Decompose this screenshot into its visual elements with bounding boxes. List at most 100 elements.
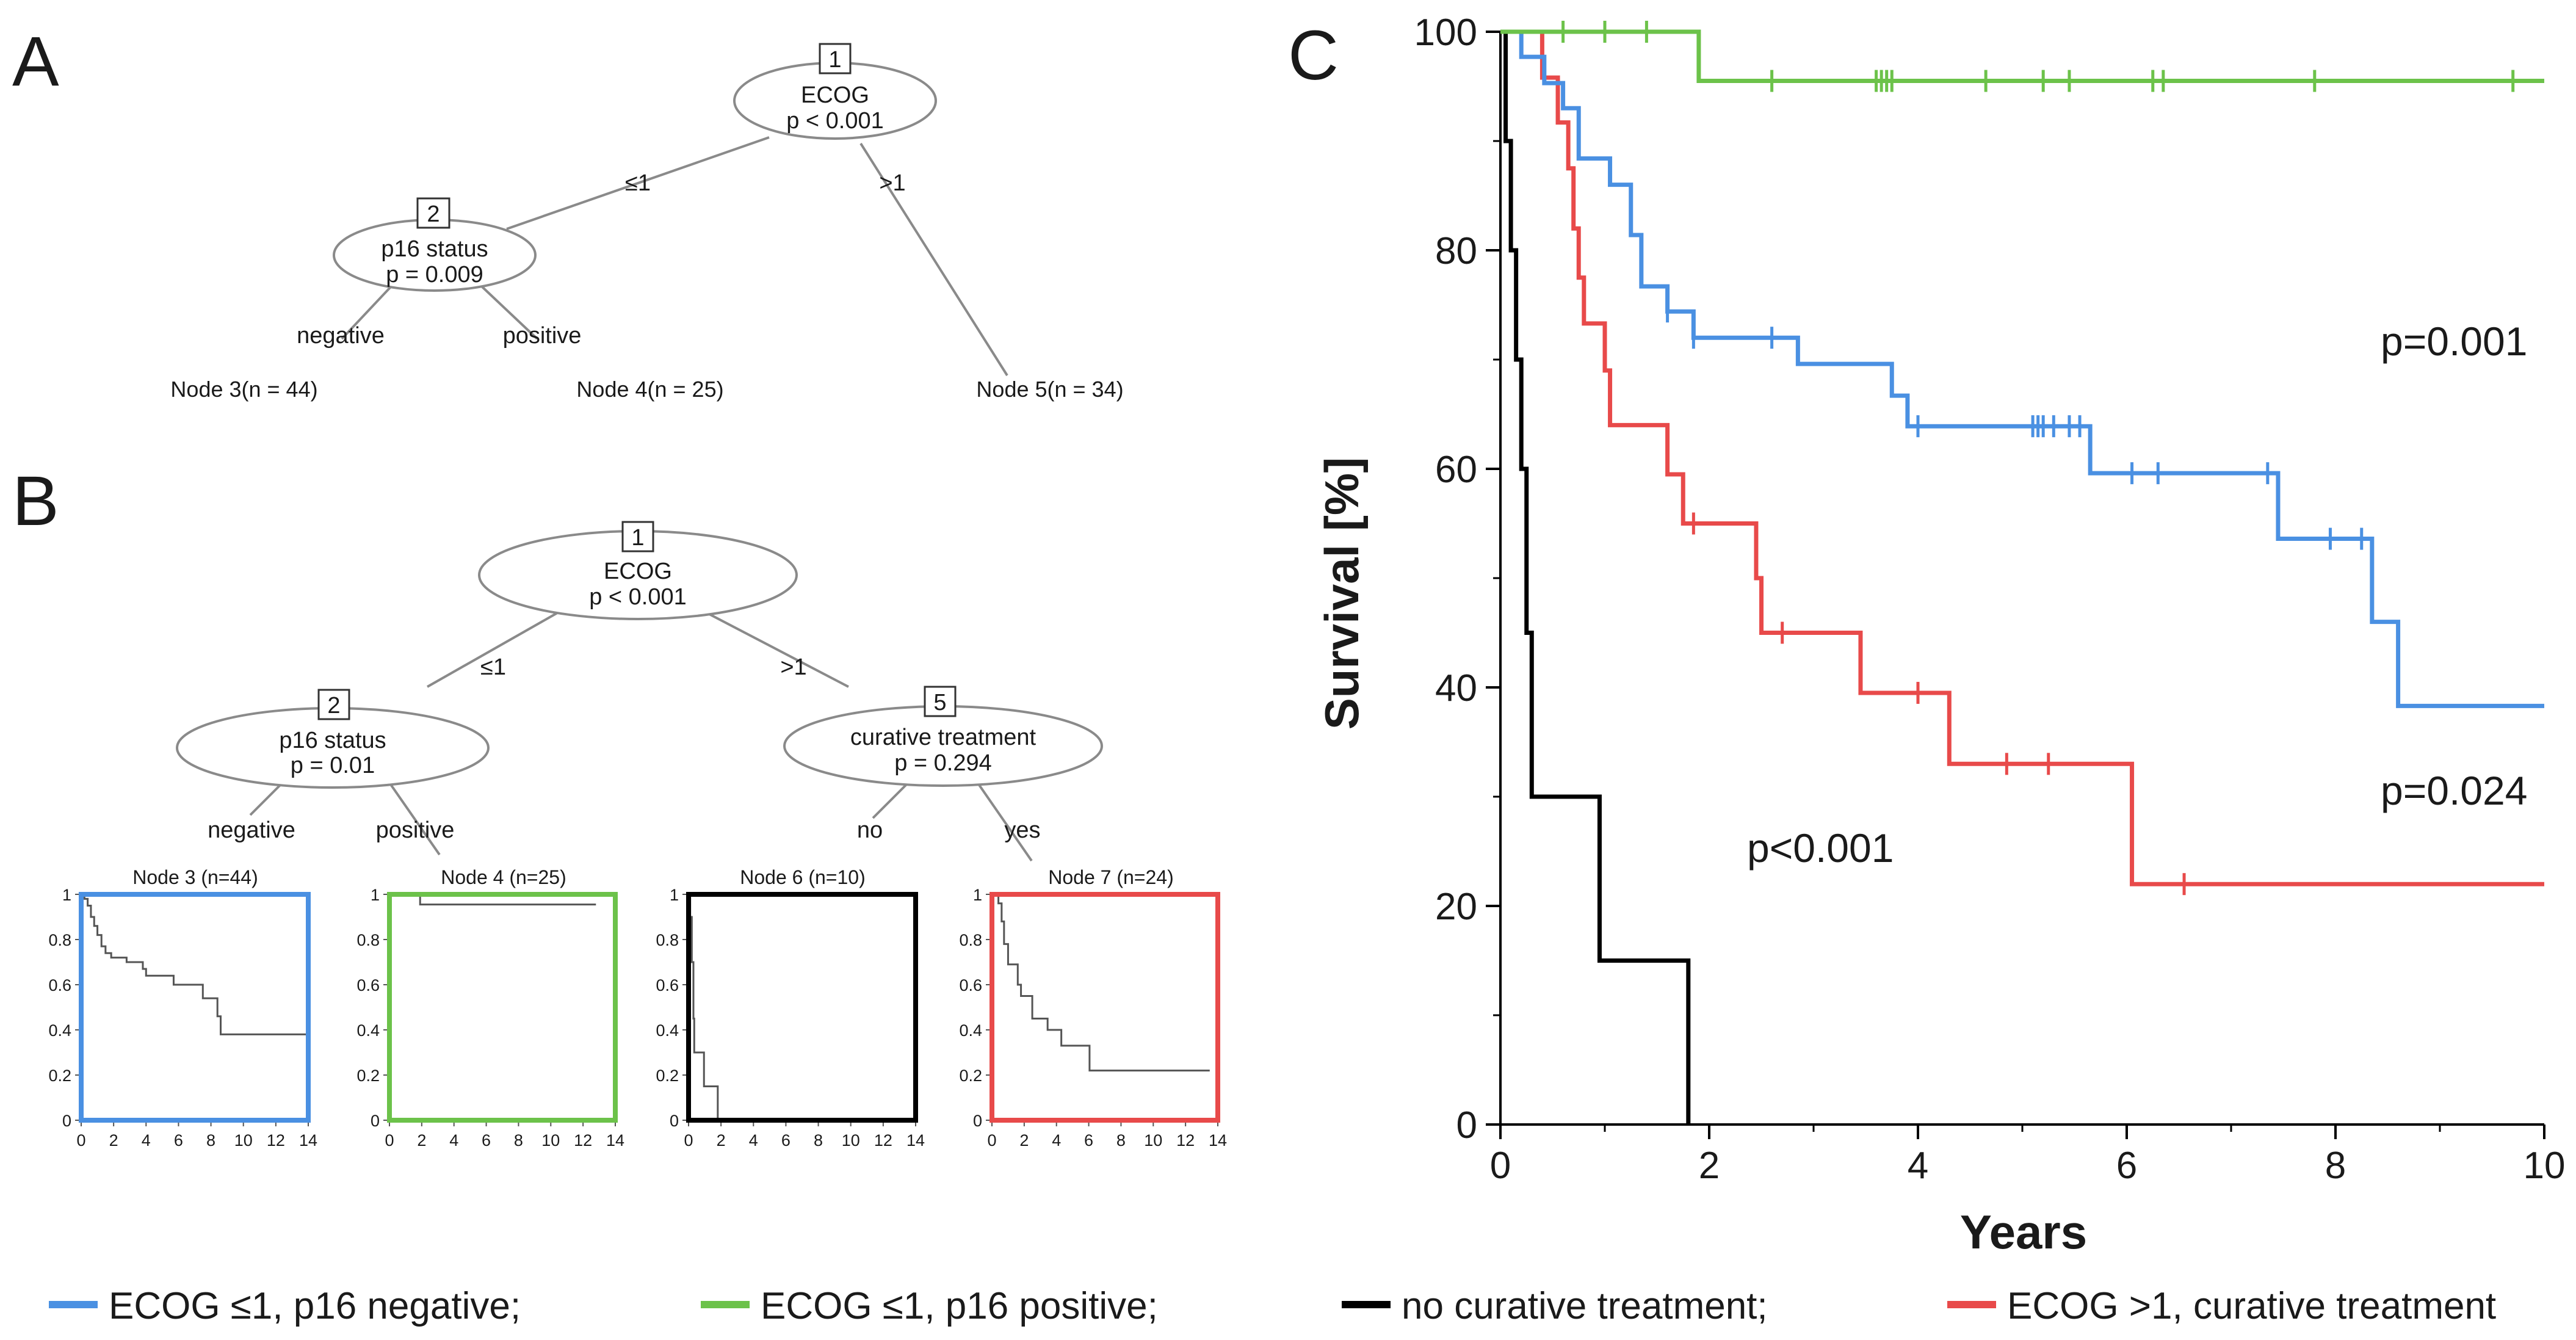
mini-x-tick-label: 12 — [267, 1131, 285, 1150]
x-tick-label: 4 — [1908, 1145, 1928, 1187]
mini-frame-node-7 — [990, 892, 1220, 1123]
mini-x-tick-label: 4 — [449, 1131, 458, 1150]
tree-a-node-1-label: ECOG — [801, 82, 869, 108]
tree-b-edge-positive — [389, 783, 441, 856]
mini-x-tick-label: 4 — [1052, 1131, 1061, 1150]
tree-a-leaf-5: Node 5(n = 34) — [976, 377, 1123, 402]
tree-b-node-1-label: ECOG — [604, 559, 672, 584]
mini-y-tick-label: 0 — [670, 1112, 679, 1130]
chart-axes: 0 20 40 60 80 100 0 2 4 6 8 10 — [1414, 12, 2566, 1187]
tree-b-node-1-box — [621, 521, 654, 552]
mini-y-tick-label: 0.8 — [656, 931, 679, 949]
tree-a-node-1-num: 1 — [828, 47, 841, 73]
mini-x-tick-label: 6 — [482, 1131, 491, 1150]
mini-x-tick-label: 2 — [109, 1131, 118, 1150]
y-tick-label: 0 — [1456, 1104, 1477, 1146]
tree-b-leaf-7: Node 7 (n=24) — [1048, 866, 1173, 888]
mini-x-tick-label: 4 — [749, 1131, 758, 1150]
mini-x-tick-label: 14 — [606, 1131, 624, 1150]
tree-a-edge-left — [506, 136, 770, 230]
mini-x-tick-label: 6 — [174, 1131, 183, 1150]
mini-y-tick-label: 0.4 — [959, 1021, 982, 1040]
series-line-green — [1500, 29, 2544, 84]
mini-x-tick-label: 2 — [417, 1131, 426, 1150]
tree-b-edge-yes — [975, 780, 1033, 862]
x-tick-label: 2 — [1699, 1145, 1720, 1187]
y-tick-label: 40 — [1435, 667, 1477, 709]
mini-x-tick-label: 8 — [206, 1131, 215, 1150]
mini-y-tick-label: 0.2 — [959, 1067, 982, 1085]
tree-a-edge-left-label: ≤1 — [625, 170, 651, 196]
mini-y-tick-label: 0.8 — [959, 931, 982, 949]
x-tick-label: 8 — [2325, 1145, 2346, 1187]
mini-y-tick-label: 0.6 — [356, 976, 380, 994]
mini-x-tick-label: 2 — [717, 1131, 726, 1150]
mini-x-tick-label: 10 — [1144, 1131, 1162, 1150]
tree-a-leaf-4: Node 4(n = 25) — [576, 377, 723, 402]
legend: ECOG ≤1, p16 negative; ECOG ≤1, p16 posi… — [49, 1285, 2496, 1327]
mini-y-tick-label: 0.2 — [356, 1067, 380, 1085]
panel-b: B 1 ECOG p < 0.001 2 p16 status p = 0.01… — [12, 462, 1227, 1150]
mini-frame-node-6 — [686, 892, 918, 1123]
tree-b-edge-right-label: >1 — [780, 654, 806, 680]
mini-x-tick-label: 8 — [514, 1131, 523, 1150]
tree-a-leaf-3: Node 3(n = 44) — [170, 377, 317, 402]
tree-b-edge-negative — [249, 783, 282, 816]
mini-y-tick-label: 0.8 — [356, 931, 380, 949]
mini-frame-node-3 — [79, 892, 311, 1123]
mini-curve-node-7 — [992, 893, 1210, 1072]
tree-b-node-5-p: p = 0.294 — [894, 750, 992, 776]
tree-b-edge-negative-label: negative — [208, 817, 295, 843]
mini-y-tick-label: 0.6 — [48, 976, 71, 994]
mini-y-tick-label: 0 — [62, 1112, 71, 1130]
mini-y-tick-label: 1 — [670, 886, 679, 904]
tree-a-node-1-p: p < 0.001 — [786, 108, 884, 134]
mini-y-tick-label: 0.4 — [356, 1021, 380, 1040]
tree-b-node-1-p: p < 0.001 — [589, 584, 687, 610]
tree-a-edge-right-label: >1 — [879, 170, 905, 196]
tree-b-leaf-3: Node 3 (n=44) — [132, 866, 258, 888]
tree-b-edge-left — [427, 609, 562, 688]
tree-a-edge-negative — [341, 286, 392, 340]
mini-x-tick-label: 12 — [1176, 1131, 1195, 1150]
series-line-blue — [1500, 29, 2544, 708]
y-axis-label: Survival [%] — [1315, 457, 1369, 730]
tree-a-edge-positive — [481, 286, 538, 340]
chart-series — [1500, 21, 2544, 1125]
panel-c-label: C — [1288, 16, 1339, 95]
tree-b-edge-left-label: ≤1 — [480, 654, 506, 680]
annotation-p-blue: p=0.001 — [2381, 319, 2527, 364]
panel-a: A 1 ECOG p < 0.001 2 p16 status p = 0.00… — [12, 23, 1124, 402]
tree-b-edge-right — [707, 612, 849, 688]
mini-x-tick-label: 10 — [541, 1131, 560, 1150]
mini-x-tick-label: 10 — [234, 1131, 253, 1150]
y-tick-label: 20 — [1435, 886, 1477, 928]
y-tick-label: 60 — [1435, 449, 1477, 491]
mini-y-tick-label: 0 — [973, 1112, 982, 1130]
tree-a-edge-right — [859, 142, 1008, 377]
mini-x-tick-label: 0 — [385, 1131, 394, 1150]
tree-b-edge-no — [872, 780, 911, 819]
mini-curve-node-6 — [689, 893, 719, 1120]
x-tick-label: 6 — [2116, 1145, 2137, 1187]
mini-frame-node-4 — [387, 892, 618, 1123]
mini-y-tick-label: 1 — [62, 886, 71, 904]
panel-b-label: B — [12, 462, 59, 540]
mini-x-tick-label: 0 — [987, 1131, 996, 1150]
tree-b-leaf-6: Node 6 (n=10) — [740, 866, 865, 888]
y-tick-label: 100 — [1414, 12, 1477, 54]
mini-x-tick-label: 6 — [781, 1131, 791, 1150]
mini-y-tick-label: 0.4 — [656, 1021, 679, 1040]
tree-a-node-1-box — [819, 43, 852, 74]
panel-c: C Survival [%] Years 0 20 40 60 80 100 0 2 4 6 8 10… — [1288, 12, 2565, 1259]
tree-b-node-2-label: p16 status — [279, 728, 386, 753]
mini-y-tick-label: 0.2 — [48, 1067, 71, 1085]
mini-x-tick-label: 2 — [1019, 1131, 1029, 1150]
tree-b-node-2-p: p = 0.01 — [291, 753, 375, 778]
mini-curve-node-3 — [81, 893, 308, 1035]
y-tick-label: 80 — [1435, 230, 1477, 272]
tree-a-edge-positive-label: positive — [503, 323, 582, 349]
mini-km-plots: 10.80.60.40.200 2 4 6 8 10 12 1410.80.60.40.200… — [48, 886, 1227, 1150]
legend-label-black: no curative treatment; — [1402, 1285, 1768, 1327]
